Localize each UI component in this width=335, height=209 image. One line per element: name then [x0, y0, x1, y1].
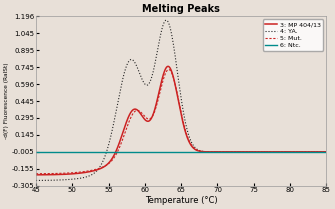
- Y-axis label: -d(F) Fluorescence (RalSt): -d(F) Fluorescence (RalSt): [4, 63, 9, 139]
- Legend: 3: MP 404/13, 4: YA., 5: Mut., 6: Ntc.: 3: MP 404/13, 4: YA., 5: Mut., 6: Ntc.: [263, 19, 323, 51]
- X-axis label: Temperature (°C): Temperature (°C): [145, 196, 217, 205]
- Title: Melting Peaks: Melting Peaks: [142, 4, 220, 14]
